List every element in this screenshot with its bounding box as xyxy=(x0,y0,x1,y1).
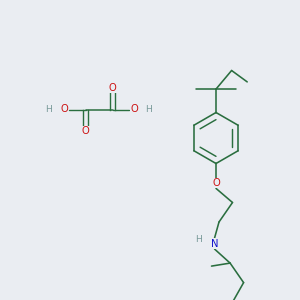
Text: O: O xyxy=(130,104,138,115)
Text: O: O xyxy=(212,178,220,188)
Text: O: O xyxy=(109,83,116,93)
Text: H: H xyxy=(45,105,52,114)
Text: O: O xyxy=(82,126,89,136)
Text: N: N xyxy=(211,238,218,249)
Text: H: H xyxy=(196,235,202,244)
Text: H: H xyxy=(145,105,152,114)
Text: O: O xyxy=(60,104,68,115)
